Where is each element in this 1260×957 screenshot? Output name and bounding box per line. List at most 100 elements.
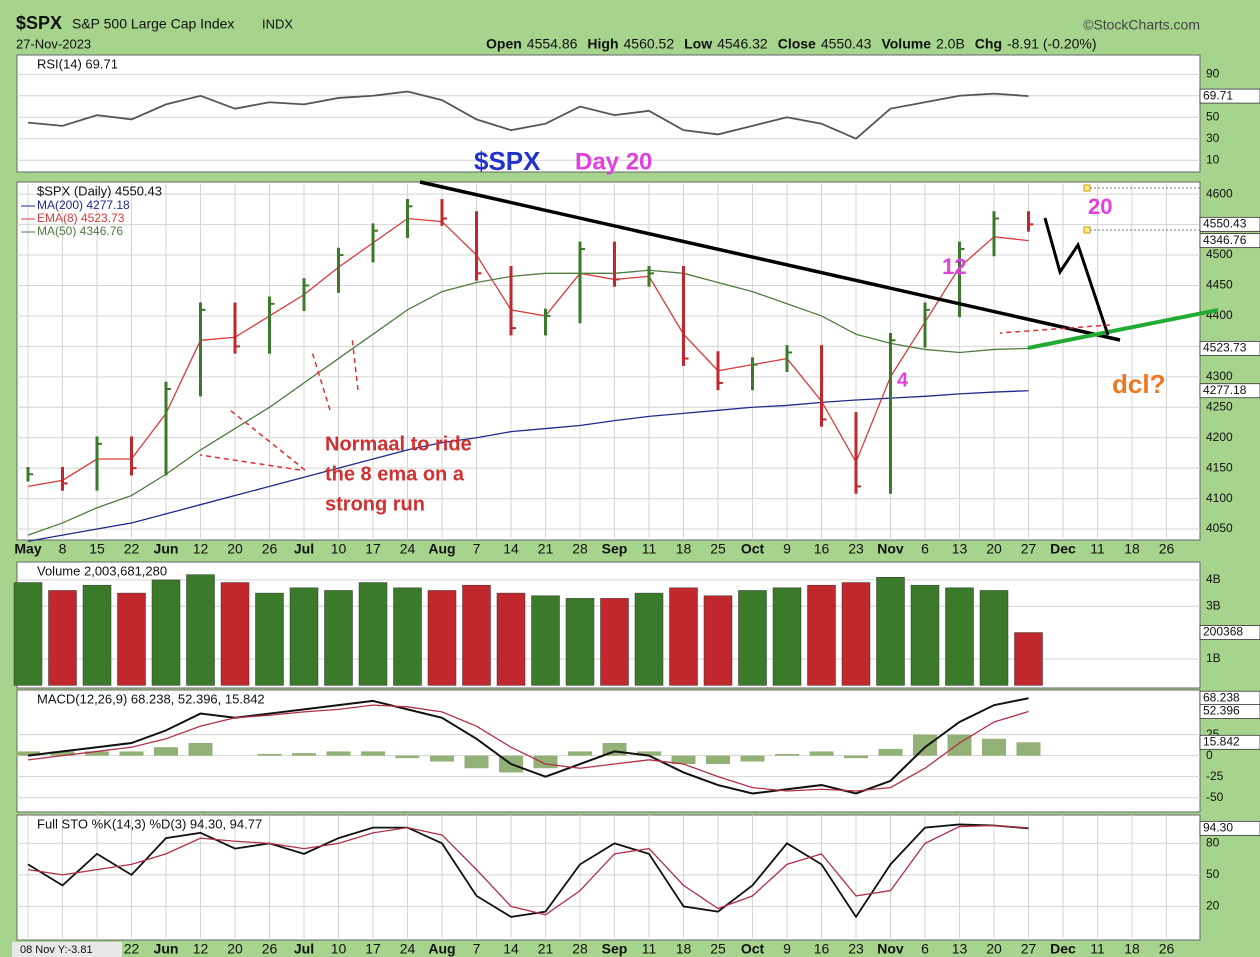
x-tick-label: 18	[676, 541, 692, 557]
panel-title: Full STO %K(14,3) %D(3) 94.30, 94.77	[37, 816, 262, 831]
y-tick-label: 1B	[1206, 651, 1221, 665]
y-tick-label: 0	[1206, 748, 1213, 762]
panel	[16, 814, 1201, 941]
value-tag-label: 4523.73	[1203, 341, 1247, 355]
x-tick-label: 21	[538, 541, 554, 557]
x-tick-label: 7	[473, 941, 481, 957]
x-tick-label: 12	[193, 541, 209, 557]
x-tick-label: 12	[193, 941, 209, 957]
volume-bar	[393, 587, 422, 686]
date: 27-Nov-2023	[16, 36, 91, 51]
x-tick-label: 27	[1021, 541, 1037, 557]
value-tag-label: 68.238	[1203, 690, 1240, 704]
value-tag	[1199, 704, 1260, 719]
volume-bar	[703, 595, 733, 686]
value-tag-label: 4346.76	[1203, 233, 1247, 247]
histogram-bar	[913, 734, 937, 756]
value-tag-label: 69.71	[1203, 88, 1233, 102]
x-tick-label: 11	[1090, 541, 1105, 557]
histogram-bar	[292, 753, 316, 756]
quote: Open 4554.86 High 4560.52 Low 4546.32 Close 455…	[486, 36, 1097, 52]
quote-label: High	[587, 36, 618, 52]
value-tag-label: 4277.18	[1203, 383, 1247, 397]
value-tag	[1199, 88, 1260, 104]
trend-line	[419, 180, 1121, 342]
volume-bar	[669, 587, 698, 686]
volume-bar	[186, 574, 215, 686]
annotation: the 8 ema on a	[325, 463, 465, 485]
y-tick-label: 50	[1206, 109, 1220, 123]
y-tick-label: 4150	[1206, 460, 1233, 474]
x-tick-label: 13	[952, 541, 968, 557]
value-tag	[1199, 820, 1260, 836]
x-tick-label: 26	[1159, 541, 1175, 557]
x-tick-label: 20	[227, 541, 243, 557]
value-tag	[1199, 383, 1260, 399]
histogram-bar	[50, 751, 75, 756]
volume-bar	[738, 590, 767, 686]
x-tick-label: 18	[1124, 541, 1140, 557]
value-tag-label: 15.842	[1203, 734, 1240, 748]
histogram-bar	[671, 755, 696, 765]
volume-bar	[565, 598, 595, 686]
x-tick-label: May	[14, 541, 41, 557]
y-tick-label: 3B	[1206, 598, 1221, 612]
volume-bar	[255, 592, 284, 686]
annotation: dcl?	[1112, 369, 1165, 399]
series-line	[27, 824, 1029, 916]
x-tick-label: 25	[710, 941, 726, 957]
histogram-bar	[775, 753, 799, 756]
y-tick-label: 4B	[1206, 572, 1221, 586]
volume-bar	[772, 587, 802, 686]
series-line	[27, 269, 1029, 536]
quote-value: 4560.52	[624, 36, 675, 52]
y-tick-label: 4200	[1206, 430, 1233, 444]
quote-label: Open	[486, 36, 522, 52]
x-tick-label: Nov	[877, 941, 904, 957]
x-tick-label: 16	[814, 541, 830, 557]
value-tag	[1199, 340, 1260, 356]
x-tick-label: Jul	[294, 941, 314, 957]
cycle-line	[1027, 308, 1219, 350]
volume-bar	[841, 582, 871, 686]
y-tick-label: 4050	[1206, 521, 1233, 535]
arrow	[999, 324, 1111, 334]
panel-title: RSI(14) 69.71	[37, 56, 118, 71]
histogram-bar	[188, 743, 213, 756]
panel-title: Volume 2,003,681,280	[37, 563, 167, 578]
series-line	[27, 390, 1029, 542]
volume-bar	[876, 577, 905, 686]
volume-bar	[117, 592, 146, 686]
x-tick-label: 22	[124, 941, 140, 957]
value-tag-label: 4550.43	[1203, 217, 1247, 231]
arrow	[311, 351, 331, 411]
y-tick-label: 30	[1206, 131, 1220, 145]
series-line	[27, 823, 1029, 919]
y-tick-label: 90	[1206, 66, 1220, 80]
volume-bar	[634, 592, 664, 686]
histogram-bar	[361, 751, 385, 756]
histogram-bar	[533, 755, 558, 769]
symbol: $SPX	[16, 13, 62, 33]
x-tick-label: 23	[848, 941, 864, 957]
x-tick-label: 22	[124, 541, 140, 557]
annotation: 12	[942, 254, 966, 279]
y-tick-label: -25	[1206, 769, 1224, 783]
panel-title: $SPX (Daily) 4550.43	[37, 183, 162, 198]
value-tag	[1199, 625, 1260, 640]
x-tick-label: 13	[952, 941, 968, 957]
panel-title: MACD(12,26,9) 68.238, 52.396, 15.842	[37, 691, 265, 706]
volume-bar	[324, 590, 353, 686]
x-tick-label: 27	[1021, 941, 1037, 957]
quote-value: 4550.43	[821, 36, 872, 52]
x-tick-label: 9	[783, 941, 791, 957]
x-tick-label: Sep	[602, 941, 628, 957]
value-tag	[1199, 734, 1260, 750]
series-line	[27, 90, 1029, 140]
series-line	[27, 697, 1029, 795]
histogram-bar	[395, 755, 420, 759]
x-tick-label: 9	[783, 541, 791, 557]
x-tick-label: Dec	[1050, 941, 1076, 957]
histogram-bar	[1016, 742, 1041, 756]
